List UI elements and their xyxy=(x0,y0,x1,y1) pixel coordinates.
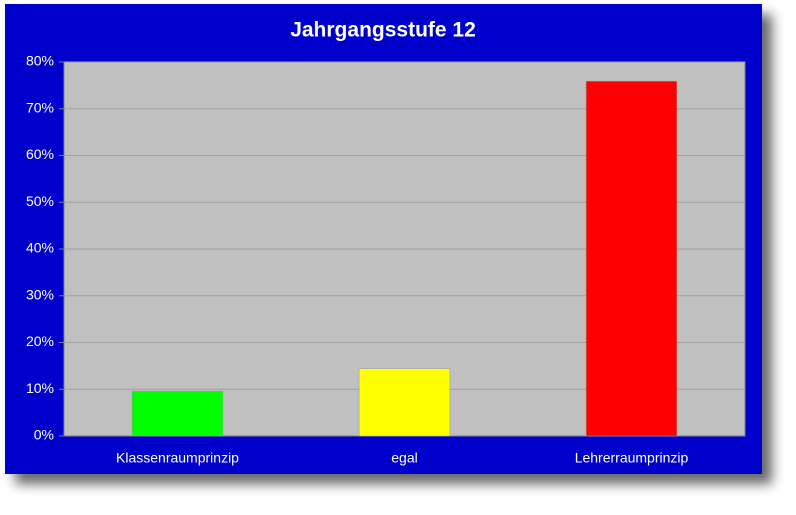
bar xyxy=(358,368,451,437)
y-tick-label: 70% xyxy=(26,99,54,115)
y-tick-label: 30% xyxy=(26,286,54,302)
bar xyxy=(585,80,678,437)
y-tick-label: 10% xyxy=(26,380,54,396)
y-tick-label: 40% xyxy=(26,240,54,256)
y-tick-label: 20% xyxy=(26,333,54,349)
y-tick-label: 50% xyxy=(26,193,54,209)
y-tick-label: 80% xyxy=(26,53,54,69)
x-tick-label: egal xyxy=(391,450,417,466)
x-tick-label: Lehrerraumprinzip xyxy=(575,450,689,466)
bar xyxy=(131,390,224,437)
x-tick-label: Klassenraumprinzip xyxy=(116,450,239,466)
chart-title: Jahrgangsstufe 12 xyxy=(290,19,476,42)
y-tick-label: 0% xyxy=(34,427,54,443)
y-tick-label: 60% xyxy=(26,146,54,162)
